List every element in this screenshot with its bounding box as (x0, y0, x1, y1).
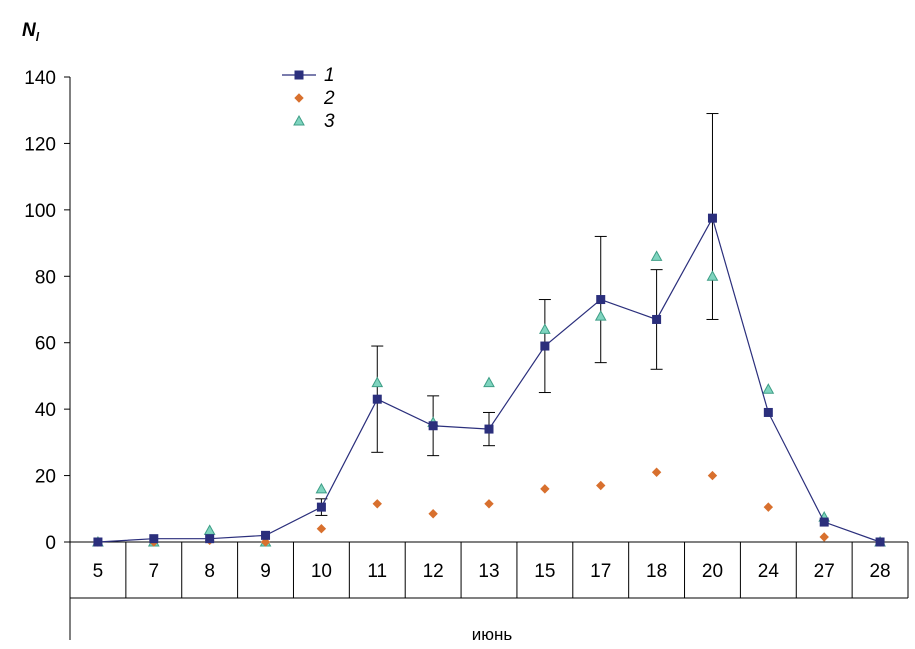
series-3-point (315, 482, 328, 494)
x-tick-label: 12 (423, 561, 444, 582)
series-2-point (372, 499, 382, 509)
x-tick-label: 11 (367, 561, 387, 582)
y-tick-label: 20 (35, 467, 56, 488)
series-1-point (372, 394, 382, 404)
series-1-point (428, 421, 438, 431)
series-3-point (650, 250, 663, 261)
series-2-point (596, 480, 606, 491)
x-tick-label: 5 (93, 561, 104, 582)
series-3-point (594, 310, 607, 321)
series-3-point (706, 270, 719, 281)
x-tick-label: 13 (478, 561, 499, 582)
error-bars-layer (315, 113, 719, 516)
series-3-point (539, 323, 551, 334)
series-1-point (875, 537, 885, 547)
series-2-point (819, 532, 829, 542)
x-tick-label: 27 (814, 561, 835, 582)
series-1-point (819, 517, 829, 527)
series-1-point (763, 407, 773, 417)
legend-label: 1 (324, 65, 335, 86)
series-1-point (205, 534, 215, 544)
series-2-point (484, 499, 494, 509)
series-2-point (707, 470, 718, 481)
x-tick-label: 17 (590, 561, 611, 582)
series-2-point (316, 524, 327, 534)
series-2-point (540, 484, 550, 494)
x-tick-label: 10 (311, 561, 332, 582)
legend-label: 3 (324, 111, 335, 132)
y-tick-label: 80 (35, 267, 56, 288)
y-tick-label: 140 (24, 68, 56, 89)
y-tick-label: 60 (35, 334, 56, 355)
x-tick-label: 9 (260, 561, 271, 582)
x-tick-label: 18 (646, 561, 667, 582)
series-3-point (483, 376, 495, 388)
legend: 123 (282, 65, 335, 132)
series-3-point (371, 376, 384, 388)
y-tick-label: 100 (24, 201, 56, 222)
y-axis-label-subscript: l (36, 30, 40, 44)
legend-marker (294, 70, 304, 80)
series-layer (92, 213, 886, 547)
y-tick-label: 40 (35, 400, 56, 421)
series-3-point (203, 524, 216, 535)
y-tick-label: 120 (24, 134, 56, 155)
series-1-point (484, 424, 494, 434)
y-tick-label: 0 (45, 533, 56, 554)
series-1-point (93, 537, 103, 547)
x-tick-label: 8 (204, 561, 215, 582)
x-axis-label: июнь (472, 625, 513, 644)
legend-marker (294, 93, 304, 103)
series-3-point (762, 383, 775, 394)
series-1-point (596, 295, 606, 305)
series-1-point (149, 534, 159, 544)
x-tick-label: 24 (758, 561, 780, 582)
x-tick-label: 15 (534, 561, 555, 582)
series-1-point (652, 314, 662, 324)
series-1-point (540, 341, 550, 351)
series-2-point (763, 502, 774, 512)
x-tick-label: 7 (149, 561, 160, 582)
series-2-point (651, 467, 662, 477)
series-1-point (707, 213, 717, 223)
legend-label: 2 (323, 88, 335, 109)
y-axis-label: Nl (22, 20, 40, 44)
series-1-point (261, 530, 271, 540)
legend-marker (293, 114, 305, 126)
series-2-point (428, 509, 438, 519)
series-1-point (316, 502, 326, 512)
series-2-point (260, 537, 271, 547)
x-tick-label: 28 (869, 561, 890, 582)
x-tick-label: 20 (702, 561, 723, 582)
